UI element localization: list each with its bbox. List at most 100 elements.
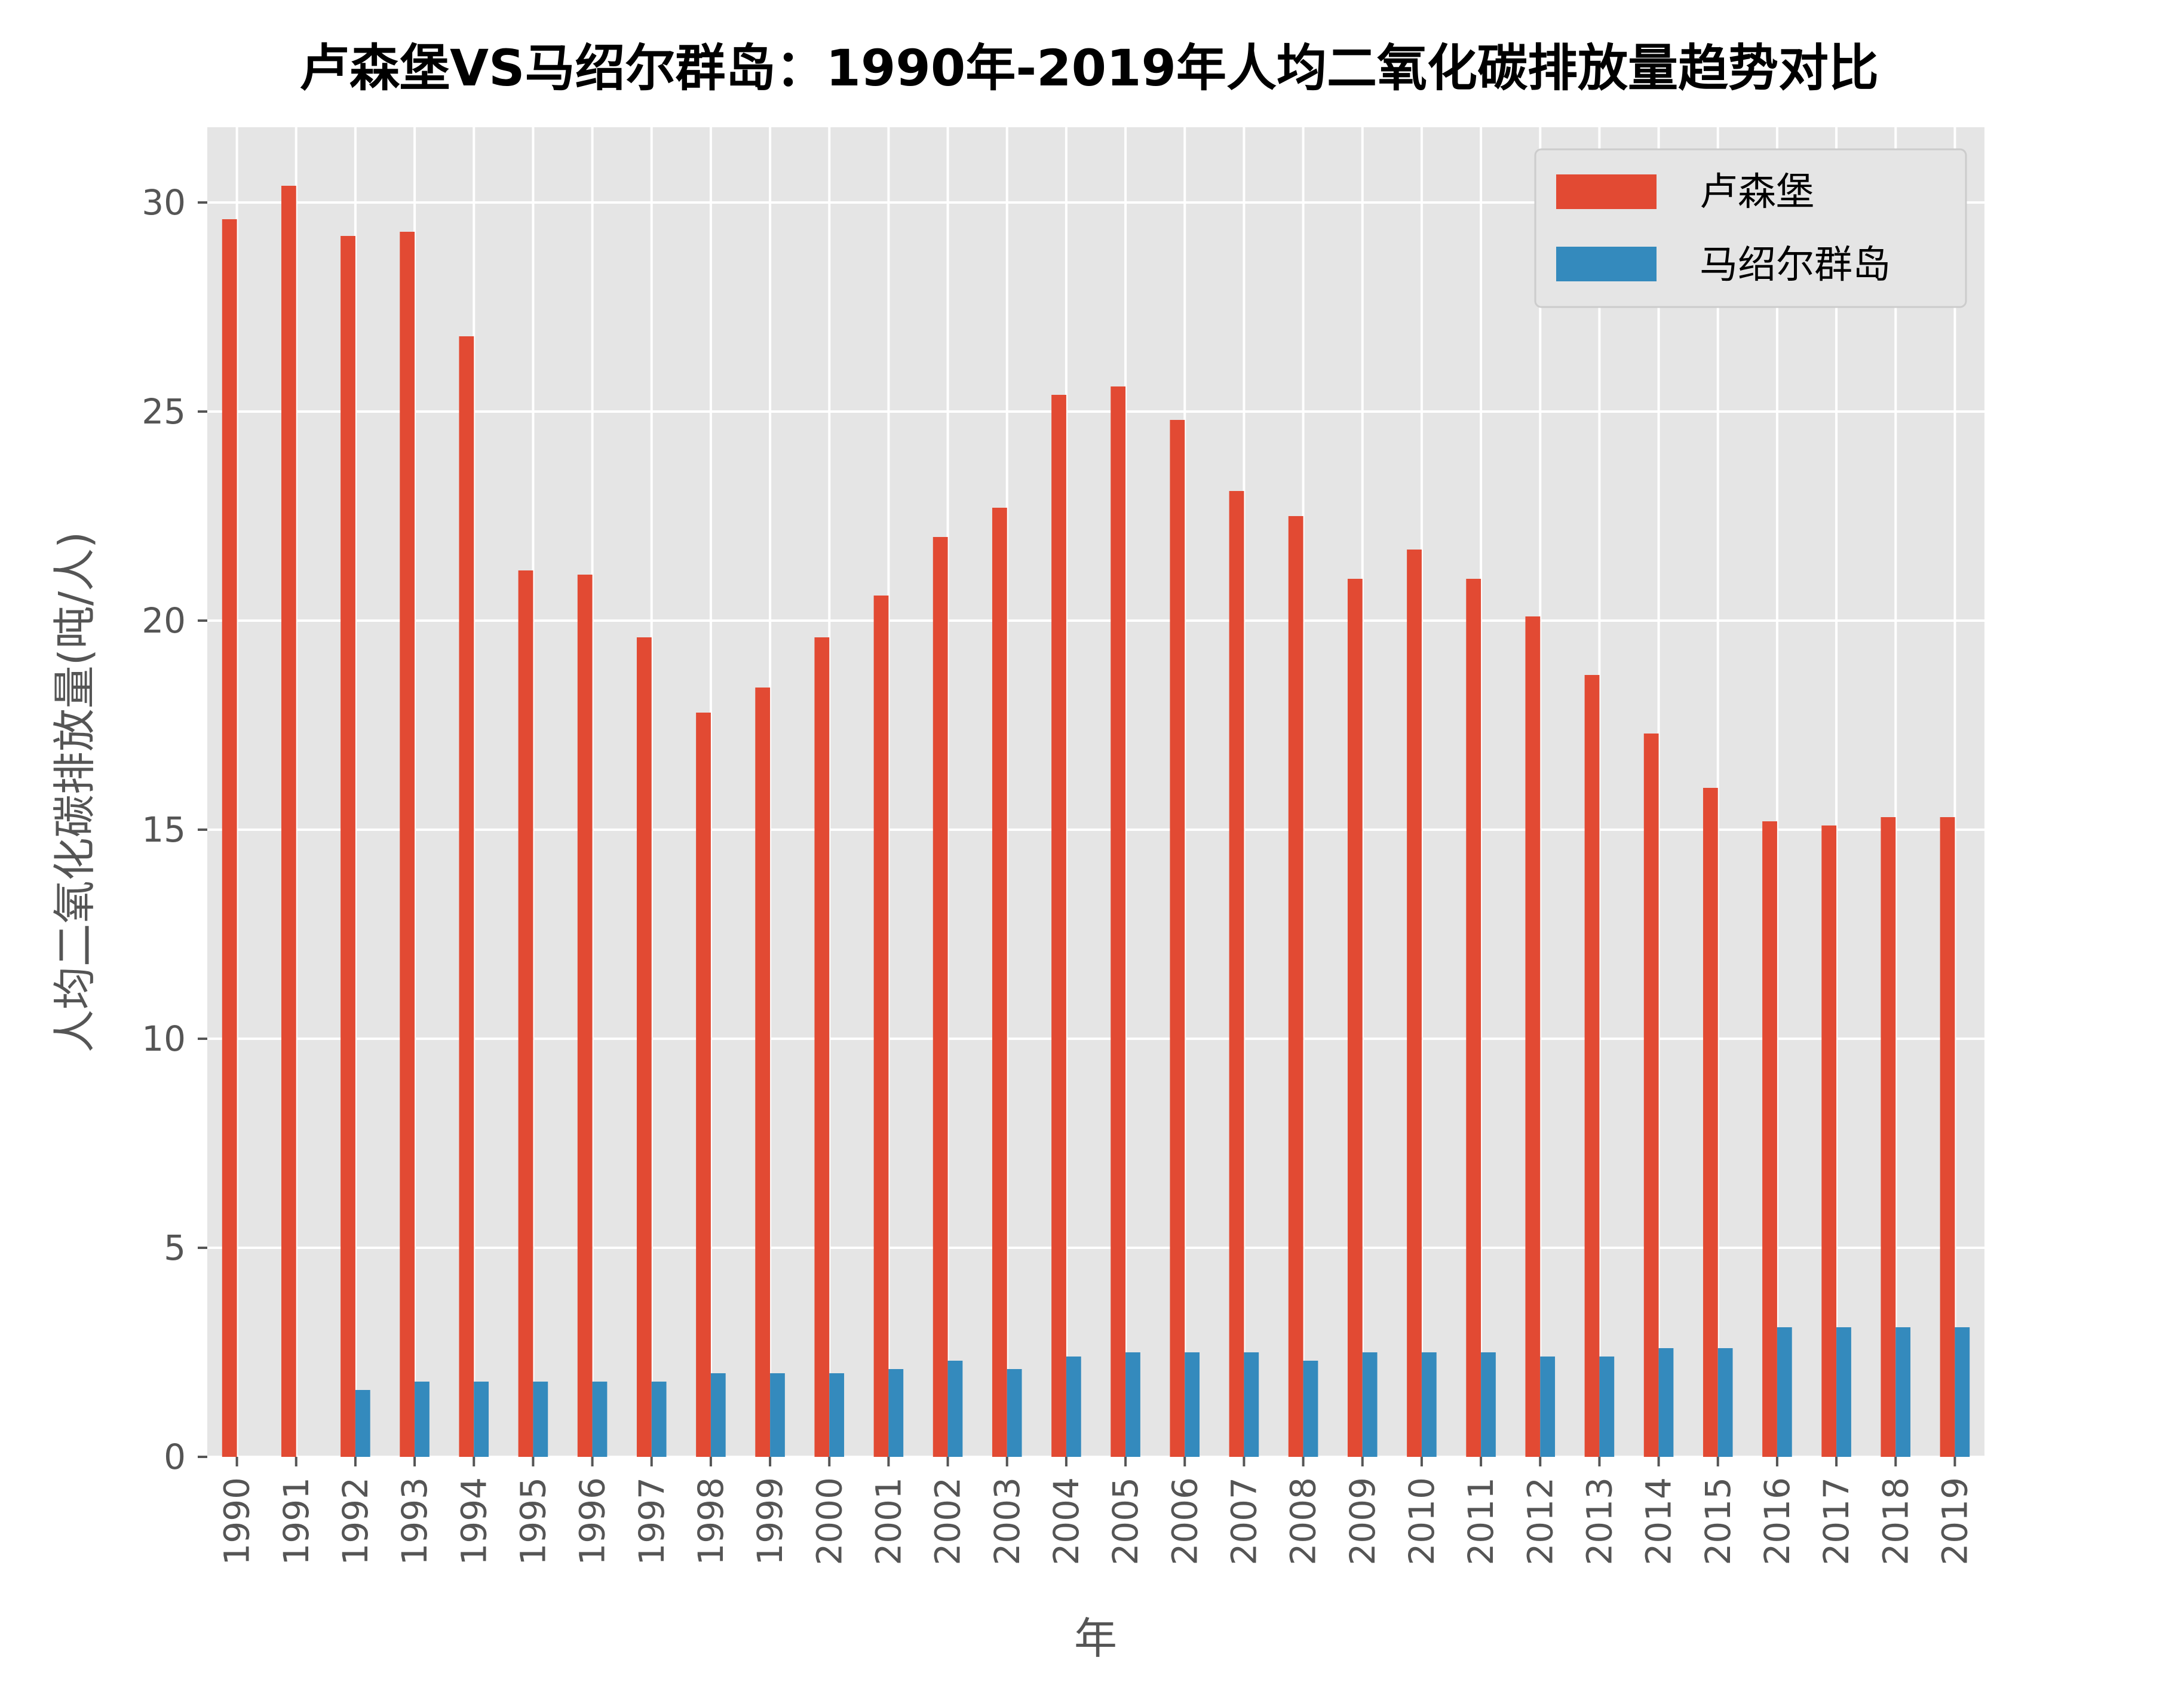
plot-area xyxy=(207,127,1984,1457)
bar-luxembourg-2018 xyxy=(1881,817,1896,1457)
x-axis-label: 年 xyxy=(1074,1613,1117,1664)
x-tick-label: 2003 xyxy=(987,1477,1027,1566)
y-axis-ticks: 0 5 10 15 20 25 30 xyxy=(142,182,207,1477)
x-tick-label: 1992 xyxy=(335,1477,376,1566)
bar-marshall-islands-2017 xyxy=(1836,1327,1851,1457)
y-tick-label: 15 xyxy=(142,809,186,850)
x-tick-label: 1994 xyxy=(453,1477,494,1566)
legend-swatch-luxembourg xyxy=(1556,174,1657,209)
bar-luxembourg-2019 xyxy=(1940,817,1955,1457)
bar-marshall-islands-1995 xyxy=(533,1382,548,1457)
x-tick-label: 2009 xyxy=(1342,1477,1383,1566)
bar-marshall-islands-1997 xyxy=(651,1382,667,1457)
bar-luxembourg-1996 xyxy=(577,575,593,1457)
bar-marshall-islands-2006 xyxy=(1185,1352,1200,1457)
bar-marshall-islands-1996 xyxy=(592,1382,608,1457)
bar-marshall-islands-2018 xyxy=(1895,1327,1911,1457)
bar-marshall-islands-2001 xyxy=(888,1369,904,1457)
bar-marshall-islands-2004 xyxy=(1066,1357,1081,1457)
x-tick-label: 2002 xyxy=(928,1477,968,1566)
x-tick-label: 1995 xyxy=(513,1477,553,1566)
bar-luxembourg-2009 xyxy=(1347,579,1363,1457)
bar-marshall-islands-2005 xyxy=(1125,1352,1140,1457)
bar-luxembourg-2008 xyxy=(1288,516,1303,1457)
bar-luxembourg-2007 xyxy=(1229,491,1244,1457)
x-tick-label: 2012 xyxy=(1520,1477,1560,1566)
x-tick-label: 2016 xyxy=(1757,1477,1797,1566)
legend-label-luxembourg: 卢森堡 xyxy=(1700,170,1814,214)
bar-marshall-islands-2007 xyxy=(1244,1352,1259,1457)
x-tick-label: 2006 xyxy=(1164,1477,1205,1566)
bar-marshall-islands-1999 xyxy=(770,1373,785,1457)
x-tick-label: 1991 xyxy=(276,1477,317,1566)
bar-luxembourg-2017 xyxy=(1821,825,1837,1457)
legend-label-marshall-islands: 马绍尔群岛 xyxy=(1700,243,1891,287)
bar-marshall-islands-2000 xyxy=(829,1373,845,1457)
bar-luxembourg-1994 xyxy=(459,336,474,1457)
bar-luxembourg-2014 xyxy=(1643,734,1659,1457)
bar-marshall-islands-2014 xyxy=(1658,1348,1674,1457)
x-tick-label: 2007 xyxy=(1223,1477,1264,1566)
bar-luxembourg-2004 xyxy=(1051,395,1066,1457)
bar-luxembourg-2013 xyxy=(1584,675,1600,1457)
bar-marshall-islands-2011 xyxy=(1481,1352,1496,1457)
bar-luxembourg-1997 xyxy=(636,637,652,1457)
bar-marshall-islands-1998 xyxy=(710,1373,726,1457)
y-tick-label: 30 xyxy=(142,182,186,223)
y-tick-label: 10 xyxy=(142,1018,186,1059)
x-tick-label: 1998 xyxy=(691,1477,731,1566)
bars xyxy=(222,186,1970,1457)
y-tick-label: 5 xyxy=(164,1227,186,1268)
bar-marshall-islands-1993 xyxy=(415,1382,430,1457)
bar-luxembourg-2012 xyxy=(1525,616,1541,1457)
bar-luxembourg-2011 xyxy=(1466,579,1481,1457)
x-tick-label: 2018 xyxy=(1875,1477,1916,1566)
bar-luxembourg-2001 xyxy=(873,596,889,1457)
x-tick-label: 2000 xyxy=(809,1477,849,1566)
bar-luxembourg-1992 xyxy=(341,236,355,1457)
x-tick-label: 2008 xyxy=(1283,1477,1324,1566)
bar-marshall-islands-2009 xyxy=(1362,1352,1378,1457)
y-tick-label: 25 xyxy=(142,391,186,432)
x-tick-label: 2004 xyxy=(1046,1477,1087,1566)
bar-luxembourg-1998 xyxy=(696,713,711,1457)
x-tick-label: 2001 xyxy=(868,1477,909,1566)
bar-marshall-islands-2012 xyxy=(1540,1357,1556,1457)
x-tick-label: 1997 xyxy=(631,1477,672,1566)
x-tick-label: 2011 xyxy=(1461,1477,1501,1566)
bar-luxembourg-1995 xyxy=(518,570,533,1457)
bar-marshall-islands-2003 xyxy=(1007,1369,1022,1457)
y-tick-label: 0 xyxy=(164,1437,186,1477)
x-tick-label: 2017 xyxy=(1816,1477,1857,1566)
x-tick-label: 1996 xyxy=(572,1477,613,1566)
bar-luxembourg-1993 xyxy=(400,232,415,1457)
x-tick-label: 1993 xyxy=(394,1477,435,1566)
legend-swatch-marshall-islands xyxy=(1556,247,1657,281)
x-tick-label: 1999 xyxy=(750,1477,790,1566)
bar-marshall-islands-2013 xyxy=(1599,1357,1615,1457)
bar-luxembourg-1991 xyxy=(281,186,296,1457)
x-tick-label: 2010 xyxy=(1401,1477,1442,1566)
x-axis-ticks: 1990 1991 1992 1993 1994 1995 1996 1997 1998 1999… xyxy=(217,1457,1975,1566)
y-tick-label: 20 xyxy=(142,600,186,641)
bar-marshall-islands-2015 xyxy=(1717,1348,1733,1457)
x-tick-label: 1990 xyxy=(217,1477,257,1566)
bar-marshall-islands-2016 xyxy=(1777,1327,1792,1457)
bar-marshall-islands-2002 xyxy=(947,1361,963,1457)
bar-luxembourg-2015 xyxy=(1703,788,1718,1457)
chart-title: 卢森堡VS马绍尔群岛：1990年-2019年人均二氧化碳排放量趋势对比 xyxy=(299,39,1879,97)
bar-luxembourg-2005 xyxy=(1111,386,1126,1457)
bar-marshall-islands-1992 xyxy=(355,1390,370,1457)
bar-marshall-islands-1994 xyxy=(474,1382,489,1457)
bar-marshall-islands-2008 xyxy=(1303,1361,1318,1457)
x-tick-label: 2005 xyxy=(1105,1477,1146,1566)
bar-luxembourg-2010 xyxy=(1407,550,1422,1457)
bar-luxembourg-2000 xyxy=(814,637,830,1457)
x-tick-label: 2019 xyxy=(1934,1477,1975,1566)
bar-luxembourg-1999 xyxy=(755,688,771,1457)
legend: 卢森堡 马绍尔群岛 xyxy=(1534,148,1967,308)
bar-luxembourg-2016 xyxy=(1762,821,1777,1457)
x-tick-label: 2015 xyxy=(1698,1477,1738,1566)
